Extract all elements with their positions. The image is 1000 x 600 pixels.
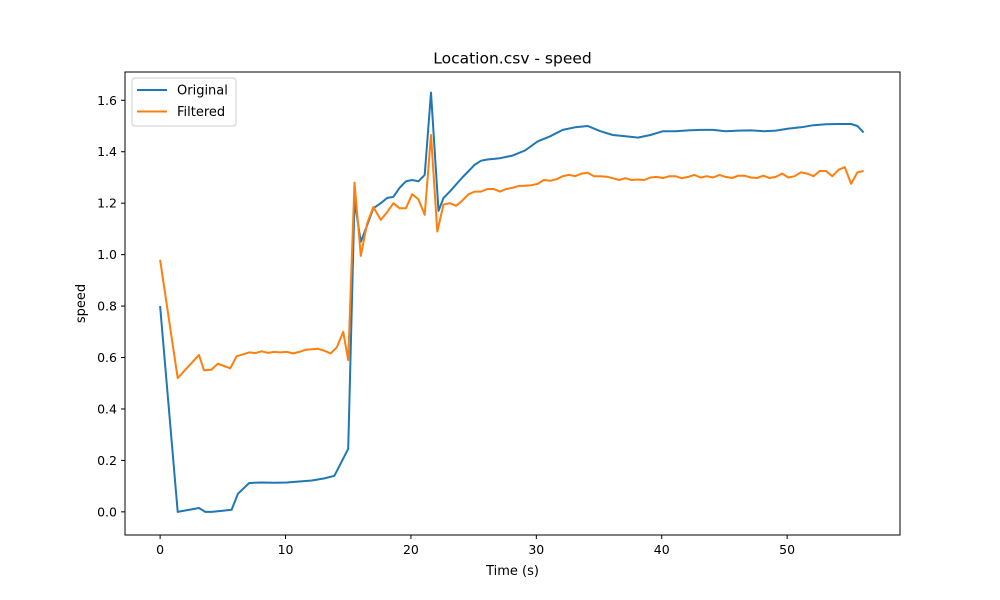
y-tick-label: 0.2 bbox=[97, 453, 117, 468]
x-tick-label: 0 bbox=[156, 542, 164, 557]
y-tick-label: 0.4 bbox=[97, 401, 117, 416]
plot-layer bbox=[159, 91, 865, 513]
x-axis-label: Time (s) bbox=[485, 564, 539, 579]
chart-title: Location.csv - speed bbox=[433, 50, 592, 68]
y-axis-label: speed bbox=[74, 284, 89, 323]
x-tick-label: 50 bbox=[779, 542, 795, 557]
legend: Original Filtered bbox=[131, 77, 237, 127]
series-line-original bbox=[159, 91, 865, 513]
y-tick-label: 0.0 bbox=[97, 504, 117, 519]
ticks-layer: 0 10 20 30 40 50 0.0 0.2 0.4 0.6 0.8 1.0 1.2 1.4 1.6 bbox=[97, 93, 795, 557]
x-tick-label: 10 bbox=[278, 542, 294, 557]
y-tick-label: 1.4 bbox=[97, 144, 117, 159]
plot-frame bbox=[124, 71, 901, 536]
y-tick-label: 1.0 bbox=[97, 247, 117, 262]
y-tick-label: 0.8 bbox=[97, 299, 117, 314]
legend-label-original: Original bbox=[177, 84, 228, 99]
x-tick-label: 20 bbox=[403, 542, 419, 557]
x-tick-label: 30 bbox=[528, 542, 544, 557]
legend-label-filtered: Filtered bbox=[177, 105, 225, 120]
y-tick-label: 0.6 bbox=[97, 350, 117, 365]
y-tick-label: 1.2 bbox=[97, 196, 117, 211]
x-tick-label: 40 bbox=[654, 542, 670, 557]
y-tick-label: 1.6 bbox=[97, 93, 117, 108]
series-line-filtered bbox=[159, 134, 864, 380]
